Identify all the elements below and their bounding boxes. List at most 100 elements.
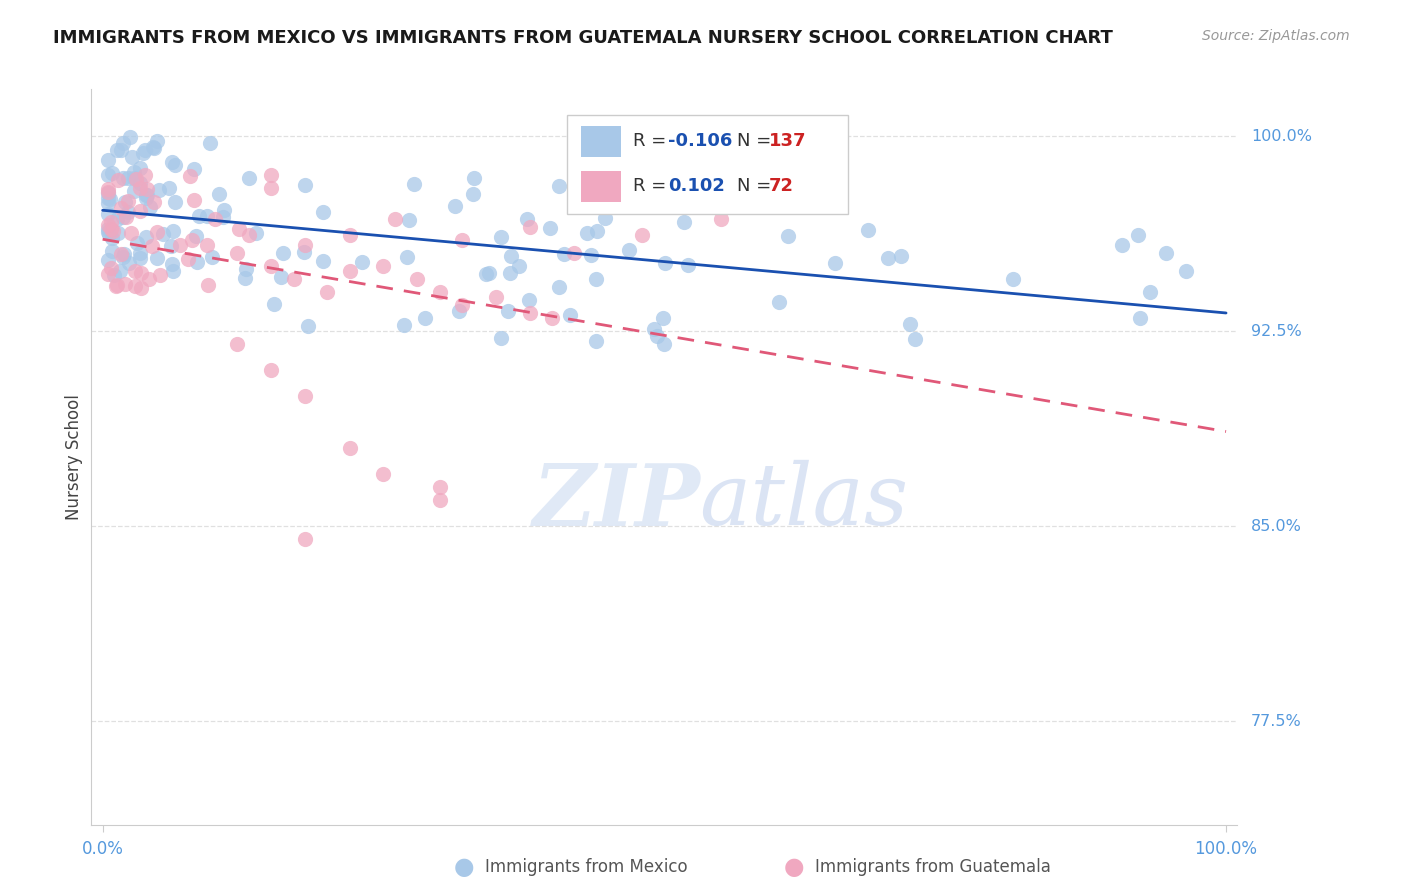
Point bbox=[260, 168, 283, 182]
Point bbox=[768, 294, 790, 309]
Point bbox=[1174, 264, 1197, 278]
Text: N =: N = bbox=[737, 178, 776, 195]
Point bbox=[97, 226, 120, 240]
Point bbox=[97, 219, 120, 233]
Point bbox=[97, 222, 120, 236]
Point bbox=[112, 247, 135, 261]
Point bbox=[1139, 285, 1161, 299]
Point bbox=[132, 146, 155, 161]
Point bbox=[112, 136, 135, 150]
Point bbox=[228, 222, 250, 236]
Point bbox=[443, 199, 465, 213]
Point bbox=[496, 304, 519, 318]
Point bbox=[110, 246, 132, 260]
Point bbox=[429, 285, 451, 299]
Point bbox=[125, 235, 148, 250]
Point bbox=[312, 254, 335, 268]
Point bbox=[294, 532, 316, 546]
Point bbox=[101, 231, 124, 245]
Point bbox=[114, 277, 136, 291]
Point bbox=[429, 480, 451, 494]
Point bbox=[114, 195, 136, 210]
Point bbox=[226, 246, 249, 260]
Point bbox=[392, 318, 415, 332]
Point bbox=[270, 270, 292, 285]
Text: N =: N = bbox=[737, 132, 776, 151]
Text: 0.102: 0.102 bbox=[668, 178, 724, 195]
Point bbox=[575, 226, 598, 240]
Point bbox=[238, 227, 260, 242]
Point bbox=[553, 247, 575, 261]
Point bbox=[294, 178, 316, 192]
Text: 85.0%: 85.0% bbox=[1251, 518, 1302, 533]
Point bbox=[124, 264, 146, 278]
Text: 72: 72 bbox=[769, 178, 793, 195]
Text: 77.5%: 77.5% bbox=[1251, 714, 1302, 729]
Point bbox=[134, 168, 156, 182]
Point bbox=[108, 264, 131, 278]
Point bbox=[485, 290, 508, 304]
Point bbox=[398, 213, 420, 227]
Point bbox=[283, 272, 305, 286]
Point bbox=[110, 202, 132, 216]
Point bbox=[292, 244, 315, 259]
Text: atlas: atlas bbox=[699, 460, 908, 542]
Point bbox=[162, 224, 184, 238]
Point bbox=[877, 252, 900, 266]
Point bbox=[585, 272, 607, 286]
Point bbox=[373, 467, 395, 481]
Point bbox=[339, 264, 361, 278]
Text: R =: R = bbox=[633, 178, 672, 195]
Point bbox=[447, 304, 470, 318]
Point bbox=[233, 271, 256, 285]
Point bbox=[105, 212, 128, 227]
Point bbox=[135, 187, 157, 202]
Point bbox=[122, 165, 145, 179]
Text: ●: ● bbox=[785, 855, 804, 879]
Point bbox=[643, 322, 665, 336]
Point bbox=[181, 233, 204, 247]
Point bbox=[129, 176, 152, 190]
Point bbox=[312, 205, 335, 219]
Point bbox=[898, 317, 921, 331]
Point bbox=[97, 196, 120, 211]
Point bbox=[124, 279, 146, 293]
Point bbox=[517, 293, 540, 308]
Point bbox=[654, 256, 676, 270]
Point bbox=[128, 251, 150, 265]
Point bbox=[186, 229, 208, 244]
Point bbox=[135, 188, 157, 202]
Point bbox=[676, 258, 699, 272]
Point bbox=[97, 206, 120, 220]
Point bbox=[118, 256, 141, 270]
Point bbox=[212, 203, 235, 218]
Text: -0.106: -0.106 bbox=[668, 132, 733, 151]
Point bbox=[541, 311, 564, 326]
Point bbox=[169, 238, 191, 252]
Point bbox=[97, 267, 120, 281]
Point bbox=[97, 227, 120, 241]
Point bbox=[120, 227, 142, 241]
Point bbox=[197, 209, 219, 223]
Point bbox=[157, 181, 180, 195]
Point bbox=[260, 363, 283, 377]
Point bbox=[396, 250, 419, 264]
Point bbox=[138, 272, 160, 286]
Point bbox=[112, 171, 135, 186]
Point bbox=[117, 194, 139, 208]
Text: R =: R = bbox=[633, 132, 672, 151]
Point bbox=[316, 285, 339, 299]
Point bbox=[98, 192, 121, 206]
Point bbox=[162, 264, 184, 278]
Point bbox=[118, 129, 141, 144]
Point bbox=[904, 332, 927, 346]
Point bbox=[134, 143, 156, 157]
Point bbox=[129, 281, 152, 295]
Point bbox=[463, 170, 485, 185]
Point bbox=[111, 210, 134, 224]
Point bbox=[200, 136, 222, 150]
Point bbox=[516, 212, 538, 227]
Point bbox=[97, 186, 120, 201]
Point bbox=[186, 254, 208, 268]
Point bbox=[129, 181, 152, 195]
